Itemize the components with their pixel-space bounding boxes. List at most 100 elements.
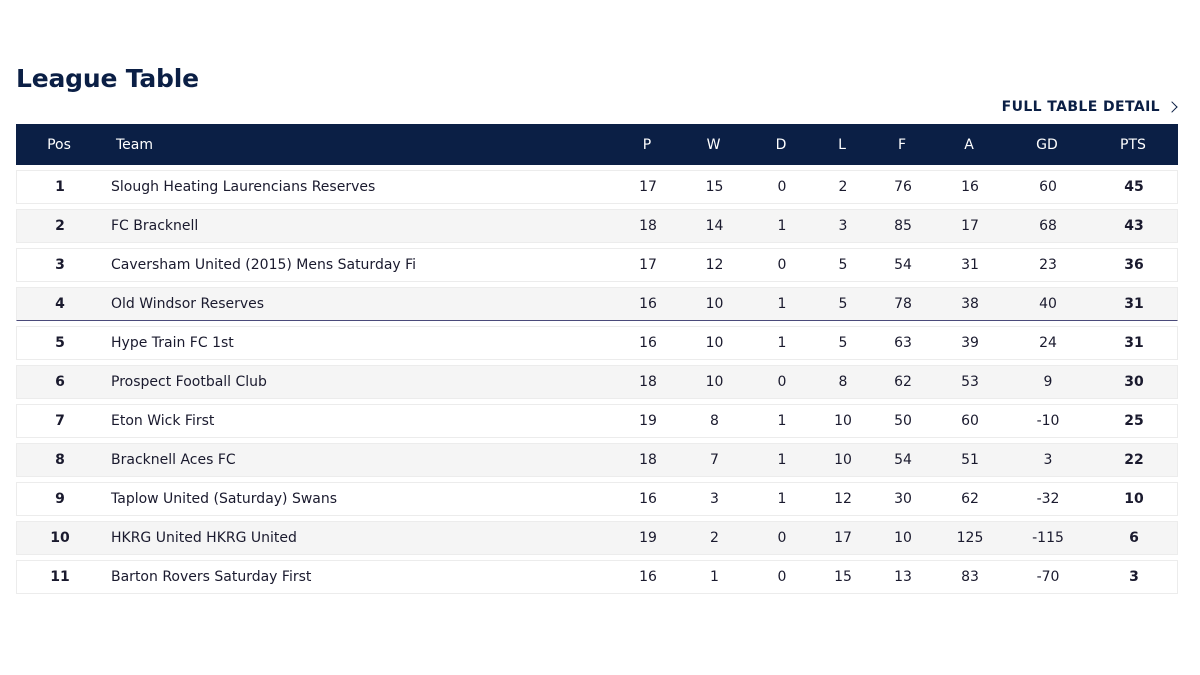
full-table-detail-link[interactable]: FULL TABLE DETAIL	[1001, 99, 1178, 115]
cell-pos: 3	[55, 257, 65, 273]
cell-goals-against: 39	[961, 335, 979, 351]
cell-goal-difference: 23	[1039, 257, 1057, 273]
full-table-detail-label: FULL TABLE DETAIL	[1001, 99, 1160, 115]
cell-goals-for: 54	[894, 257, 912, 273]
cell-lost: 5	[838, 296, 848, 312]
cell-goals-for: 54	[894, 452, 912, 468]
cell-goals-against: 53	[961, 374, 979, 390]
cell-won: 2	[710, 530, 719, 546]
table-row[interactable]: 1 Slough Heating Laurencians Reserves 17 15…	[16, 170, 1178, 204]
column-header-team: Team	[116, 136, 154, 153]
cell-pos: 9	[55, 491, 65, 507]
cell-pos: 6	[55, 374, 65, 390]
table-row[interactable]: 5 Hype Train FC 1st 16 10 1 5 63 39 24 31	[16, 326, 1178, 360]
cell-goal-difference: 9	[1043, 374, 1053, 390]
cell-pos: 11	[50, 569, 70, 585]
cell-team: Hype Train FC 1st	[111, 335, 234, 351]
cell-played: 18	[639, 218, 657, 234]
cell-won: 1	[710, 569, 719, 585]
cell-won: 8	[710, 413, 719, 429]
cell-team: HKRG United HKRG United	[111, 530, 297, 546]
cell-points: 6	[1129, 530, 1139, 546]
cell-goal-difference: 3	[1043, 452, 1053, 468]
table-header: Pos Team P W D L F A GD PTS	[16, 124, 1178, 165]
cell-won: 15	[705, 179, 724, 195]
cell-team: Slough Heating Laurencians Reserves	[111, 179, 376, 195]
cell-points: 30	[1124, 374, 1144, 390]
cell-pos: 5	[55, 335, 65, 351]
cell-pos: 8	[55, 452, 65, 468]
cell-drawn: 1	[777, 335, 787, 351]
table-row[interactable]: 10 HKRG United HKRG United 19 2 0 17 10 125 -115…	[16, 521, 1178, 555]
column-header-d: D	[775, 136, 787, 153]
cell-goals-for: 63	[894, 335, 912, 351]
cell-lost: 15	[834, 569, 852, 585]
table-row[interactable]: 8 Bracknell Aces FC 18 7 1 10 54 51 3 22	[16, 443, 1178, 477]
cell-lost: 2	[838, 179, 848, 195]
cell-points: 25	[1124, 413, 1144, 429]
cell-goal-difference: -115	[1032, 530, 1064, 546]
cell-played: 16	[639, 569, 657, 585]
cell-won: 10	[705, 374, 724, 390]
table-body: 1 Slough Heating Laurencians Reserves 17 15…	[16, 170, 1178, 594]
cell-team: Eton Wick First	[111, 413, 215, 429]
cell-played: 18	[639, 374, 657, 390]
column-header-p: P	[642, 136, 652, 153]
column-header-pos: Pos	[47, 136, 71, 153]
cell-goals-against: 31	[961, 257, 979, 273]
cell-won: 7	[710, 452, 719, 468]
cell-pos: 2	[55, 218, 65, 234]
cell-lost: 10	[834, 413, 852, 429]
cell-played: 18	[639, 452, 657, 468]
table-row[interactable]: 11 Barton Rovers Saturday First 16 1 0 15 13 83…	[16, 560, 1178, 594]
cell-won: 10	[705, 296, 724, 312]
cell-drawn: 0	[777, 530, 787, 546]
cell-goals-against: 17	[961, 218, 979, 234]
league-table: Pos Team P W D L F A GD PTS 1 Slough Heat…	[16, 124, 1178, 594]
table-row[interactable]: 7 Eton Wick First 19 8 1 10 50 60 -10 25	[16, 404, 1178, 438]
cell-lost: 3	[838, 218, 848, 234]
cell-won: 10	[705, 335, 724, 351]
cell-played: 16	[639, 491, 657, 507]
column-header-a: A	[964, 136, 974, 153]
cell-drawn: 1	[777, 491, 787, 507]
cell-lost: 17	[834, 530, 852, 546]
cell-goals-against: 125	[956, 530, 984, 546]
cell-goal-difference: 60	[1039, 179, 1057, 195]
cell-played: 19	[639, 530, 657, 546]
cell-drawn: 1	[777, 296, 787, 312]
cell-goals-against: 60	[961, 413, 979, 429]
cell-played: 16	[639, 296, 657, 312]
cell-points: 43	[1124, 218, 1144, 234]
cell-points: 31	[1124, 296, 1144, 312]
cell-drawn: 1	[777, 452, 787, 468]
cell-goals-for: 76	[894, 179, 912, 195]
cell-goals-against: 16	[961, 179, 979, 195]
column-header-f: F	[897, 136, 907, 153]
chevron-right-icon	[1166, 101, 1178, 113]
column-header-l: L	[838, 136, 846, 153]
cell-lost: 10	[834, 452, 852, 468]
cell-lost: 5	[838, 335, 848, 351]
cell-goals-against: 38	[961, 296, 979, 312]
cell-goal-difference: -70	[1036, 569, 1060, 585]
cell-points: 45	[1124, 179, 1144, 195]
cell-points: 10	[1124, 491, 1144, 507]
cell-drawn: 0	[777, 569, 787, 585]
cell-goal-difference: -10	[1036, 413, 1060, 429]
table-row[interactable]: 4 Old Windsor Reserves 16 10 1 5 78 38 40 31	[16, 287, 1178, 321]
table-row[interactable]: 6 Prospect Football Club 18 10 0 8 62 53 9 30	[16, 365, 1178, 399]
table-row[interactable]: 3 Caversham United (2015) Mens Saturday F…	[16, 248, 1178, 282]
cell-pos: 4	[55, 296, 65, 312]
cell-goals-for: 78	[894, 296, 912, 312]
cell-goal-difference: -32	[1036, 491, 1060, 507]
column-header-pts: PTS	[1120, 136, 1146, 153]
cell-drawn: 0	[777, 374, 787, 390]
cell-drawn: 0	[777, 179, 787, 195]
cell-drawn: 1	[777, 218, 787, 234]
cell-goals-for: 62	[894, 374, 912, 390]
cell-goals-for: 30	[894, 491, 912, 507]
table-row[interactable]: 9 Taplow United (Saturday) Swans 16 3 1 12 30 6…	[16, 482, 1178, 516]
cell-team: Caversham United (2015) Mens Saturday Fi	[111, 257, 417, 273]
table-row[interactable]: 2 FC Bracknell 18 14 1 3 85 17 68 43	[16, 209, 1178, 243]
